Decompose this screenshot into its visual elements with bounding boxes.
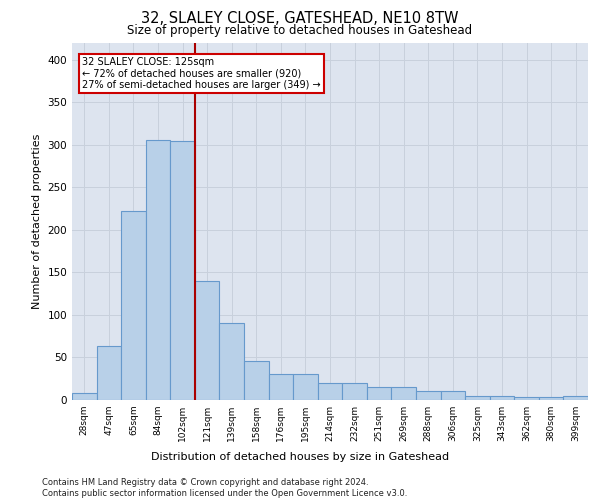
Bar [563,396,588,400]
Bar [367,387,391,400]
Bar [195,281,220,400]
Bar [269,374,293,400]
Text: Size of property relative to detached houses in Gateshead: Size of property relative to detached ho… [127,24,473,37]
Y-axis label: Number of detached properties: Number of detached properties [32,134,42,309]
Bar [170,141,195,400]
Bar [318,383,342,400]
Bar [514,396,539,400]
Text: Contains HM Land Registry data © Crown copyright and database right 2024.
Contai: Contains HM Land Registry data © Crown c… [42,478,407,498]
Bar [293,374,318,400]
Bar [440,392,465,400]
Bar [146,140,170,400]
Bar [220,324,244,400]
Bar [416,390,440,400]
Text: 32 SLALEY CLOSE: 125sqm
← 72% of detached houses are smaller (920)
27% of semi-d: 32 SLALEY CLOSE: 125sqm ← 72% of detache… [82,57,321,90]
Bar [121,211,146,400]
Text: 32, SLALEY CLOSE, GATESHEAD, NE10 8TW: 32, SLALEY CLOSE, GATESHEAD, NE10 8TW [141,11,459,26]
Bar [244,361,269,400]
Bar [539,398,563,400]
Bar [97,346,121,400]
Text: Distribution of detached houses by size in Gateshead: Distribution of detached houses by size … [151,452,449,462]
Bar [391,387,416,400]
Bar [465,396,490,400]
Bar [72,393,97,400]
Bar [342,383,367,400]
Bar [490,396,514,400]
